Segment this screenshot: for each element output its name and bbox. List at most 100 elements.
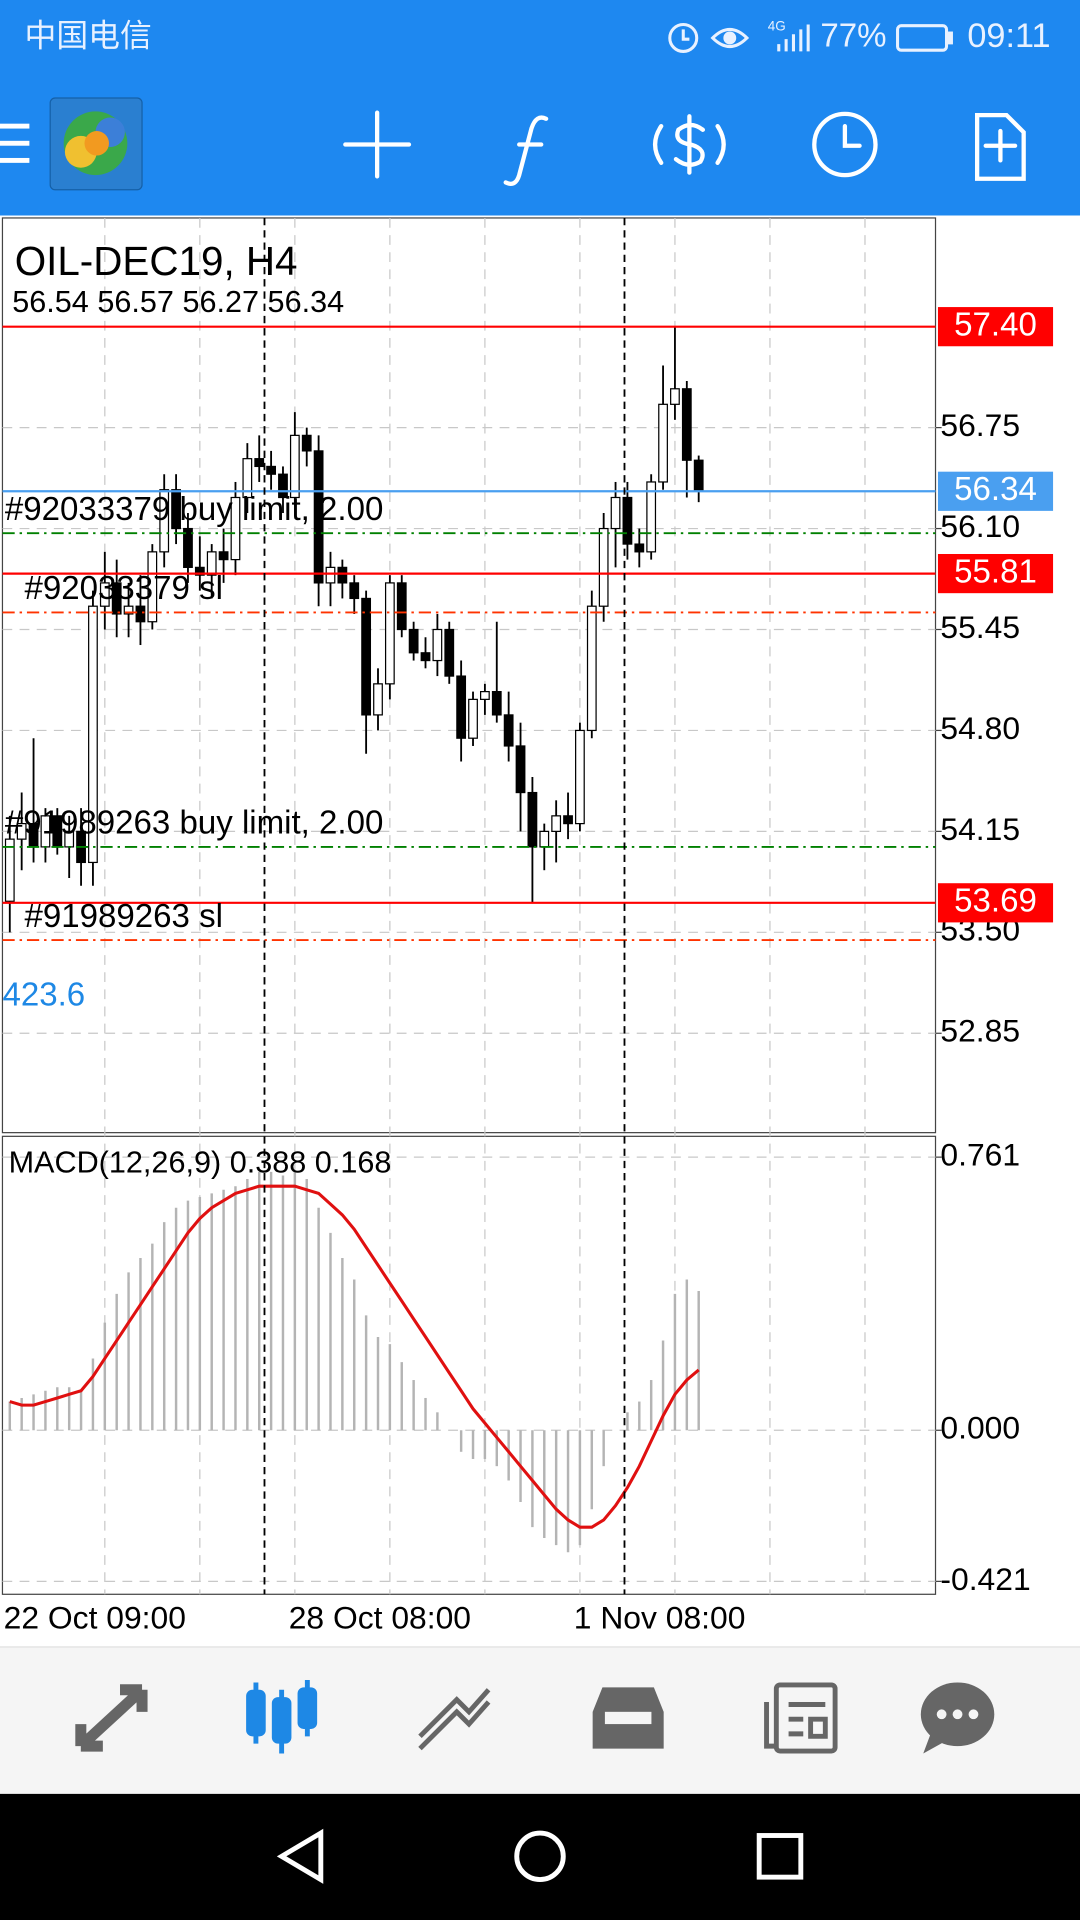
- battery: 77%: [820, 18, 886, 55]
- candle-body: [183, 527, 193, 568]
- y-tick-label: 55.45: [940, 609, 1020, 645]
- candle-body: [147, 551, 158, 623]
- main-frame: [1, 217, 937, 1134]
- y-tick-label: 0.000: [940, 1410, 1020, 1446]
- recents-button[interactable]: [756, 1833, 804, 1880]
- x-tick-label: 1 Nov 08:00: [574, 1599, 746, 1635]
- candle-body: [456, 675, 467, 739]
- candle-body: [4, 838, 15, 902]
- system-nav: [0, 1793, 1080, 1920]
- price-tag-label: 53.69: [954, 883, 1037, 920]
- candle-body: [551, 815, 562, 832]
- chart-background: [0, 215, 1080, 1647]
- candle-body: [396, 582, 407, 631]
- x-tick-label: 22 Oct 09:00: [4, 1599, 186, 1635]
- annotation: 423.6: [2, 976, 85, 1013]
- candle-body: [289, 434, 300, 499]
- y-tick-label: 52.85: [940, 1013, 1020, 1049]
- price-tag: [937, 553, 1054, 594]
- candle-body: [230, 496, 241, 561]
- app-logo[interactable]: [49, 97, 143, 191]
- candle-body: [384, 582, 395, 685]
- candle-body: [610, 496, 621, 530]
- candle-body: [491, 690, 502, 716]
- nav-history[interactable]: [592, 1687, 664, 1749]
- candle-body: [254, 458, 265, 468]
- price-tag: [937, 307, 1054, 347]
- candle-body: [586, 605, 597, 732]
- price-tag: [937, 883, 1054, 923]
- back-button[interactable]: [276, 1828, 324, 1884]
- candle-body: [159, 489, 170, 553]
- candle-body: [337, 566, 348, 584]
- candle-body: [515, 745, 526, 794]
- candle-body: [194, 566, 205, 576]
- clock: 09:11: [967, 17, 1050, 55]
- y-tick-label: 0.761: [940, 1137, 1020, 1173]
- candle-body: [468, 698, 478, 739]
- candle-body: [420, 652, 431, 662]
- candle-body: [681, 388, 692, 461]
- candle-body: [206, 551, 217, 576]
- candle-body: [408, 628, 419, 654]
- candle-body: [658, 403, 668, 483]
- macd-frame: [1, 1135, 937, 1595]
- candle-body: [598, 527, 609, 607]
- candle-body: [634, 543, 645, 553]
- candle-body: [218, 551, 229, 561]
- price-tag-label: 57.40: [954, 306, 1037, 343]
- y-tick-label: 54.80: [940, 710, 1020, 746]
- period-separators: [263, 217, 626, 1595]
- candle-body: [622, 496, 633, 545]
- carrier: 中国电信: [24, 17, 151, 53]
- candle-body: [135, 605, 146, 623]
- x-tick-label: 28 Oct 08:00: [289, 1599, 471, 1635]
- candle-body: [646, 481, 657, 553]
- candle-body: [88, 605, 98, 864]
- y-tick-label: -0.421: [940, 1561, 1030, 1597]
- candle-body: [278, 473, 288, 499]
- y-tick-label: 54.15: [940, 811, 1020, 847]
- order-label: #91989263 buy limit, 2.00: [5, 805, 383, 842]
- order-label: #92033379 sl: [24, 570, 222, 607]
- toolbar-icons[interactable]: [343, 110, 1026, 186]
- candle-body: [539, 830, 550, 848]
- candle-body: [563, 815, 573, 825]
- candle-body: [693, 459, 704, 492]
- ohlc-readout: 56.54 56.57 56.27 56.34: [12, 285, 344, 319]
- status-icons: [668, 22, 953, 53]
- candle-body: [480, 690, 490, 700]
- candle-body: [111, 582, 122, 615]
- home-button[interactable]: [514, 1830, 566, 1883]
- menu-button[interactable]: [0, 123, 30, 163]
- candle-body: [527, 791, 538, 848]
- candle-body: [349, 582, 360, 600]
- macd-signal-line: [9, 1184, 700, 1529]
- nav-chart[interactable]: [246, 1680, 318, 1754]
- candle-body: [301, 434, 312, 452]
- price-tag-label: 55.81: [954, 553, 1037, 590]
- nav-quotes[interactable]: [75, 1684, 148, 1752]
- candle-body: [16, 823, 27, 840]
- nav-chat[interactable]: [920, 1682, 995, 1754]
- candle-body: [171, 489, 181, 530]
- candle-body: [313, 450, 324, 584]
- y-tick-label: 56.10: [940, 508, 1020, 544]
- nav-trade[interactable]: [418, 1688, 491, 1751]
- order-label: #91989263 sl: [24, 898, 222, 935]
- candle-body: [242, 458, 253, 499]
- candle-body: [670, 388, 680, 405]
- candle-body: [99, 582, 110, 607]
- app-bar: [0, 0, 1080, 216]
- candle-body: [361, 597, 372, 716]
- nav-news[interactable]: [764, 1682, 838, 1754]
- order-label: #92033379 buy limit, 2.00: [5, 491, 383, 528]
- candle-body: [373, 683, 383, 716]
- network: 4G: [768, 19, 786, 34]
- chart-title: OIL-DEC19, H4: [15, 238, 298, 284]
- candle-body: [123, 605, 134, 615]
- candle-body: [325, 566, 336, 584]
- bottom-nav: [0, 1646, 1080, 1794]
